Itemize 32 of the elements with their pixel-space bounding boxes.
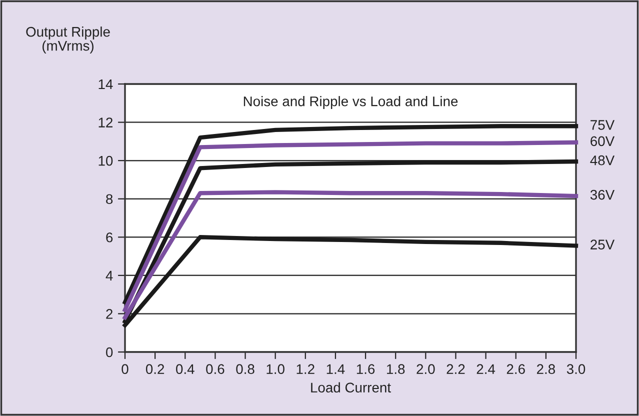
- x-tick-label: 0.8: [236, 364, 254, 374]
- x-axis-title: Load Current: [311, 382, 391, 393]
- y-tick-label: 2: [106, 309, 112, 319]
- x-tick-label: 1.4: [326, 364, 345, 374]
- series-label: 60V: [590, 136, 615, 146]
- x-tick-label: 3.0: [566, 364, 586, 374]
- y-tick-label: 14: [98, 79, 113, 90]
- series-label: 36V: [590, 190, 615, 200]
- x-tick-label: 1.6: [356, 364, 375, 374]
- y-tick-label: 10: [98, 156, 113, 166]
- x-tick-label: 0.6: [206, 364, 224, 374]
- x-tick-label: 2.6: [506, 364, 525, 374]
- text: Noise and Ripple vs Load and Line: [244, 96, 458, 109]
- y-tick-label: 12: [98, 118, 112, 128]
- y-tick-label: 8: [106, 194, 113, 204]
- x-tick-label: 2.2: [446, 364, 465, 374]
- x-tick-label: 2.8: [536, 364, 555, 374]
- x-tick-label: 0.4: [176, 364, 194, 374]
- x-tick-label: 2.4: [476, 364, 496, 374]
- x-tick-label: 2.0: [416, 364, 435, 374]
- x-tick-label: 0.2: [146, 364, 164, 374]
- y-tick-label: 6: [106, 232, 113, 242]
- series-label: 25V: [590, 240, 615, 250]
- x-tick-label: 1.2: [296, 364, 314, 374]
- series-label: 48V: [590, 155, 615, 166]
- x-tick-label: 1.8: [387, 364, 405, 374]
- y-tick-label: 4: [106, 270, 113, 280]
- y-tick-label: 0: [106, 347, 113, 358]
- y-axis-title: Output Ripple (mVrms): [26, 26, 110, 54]
- x-tick-label: 0: [122, 364, 128, 374]
- x-tick-label: 1.0: [266, 364, 284, 374]
- series-label: 75V: [590, 120, 615, 130]
